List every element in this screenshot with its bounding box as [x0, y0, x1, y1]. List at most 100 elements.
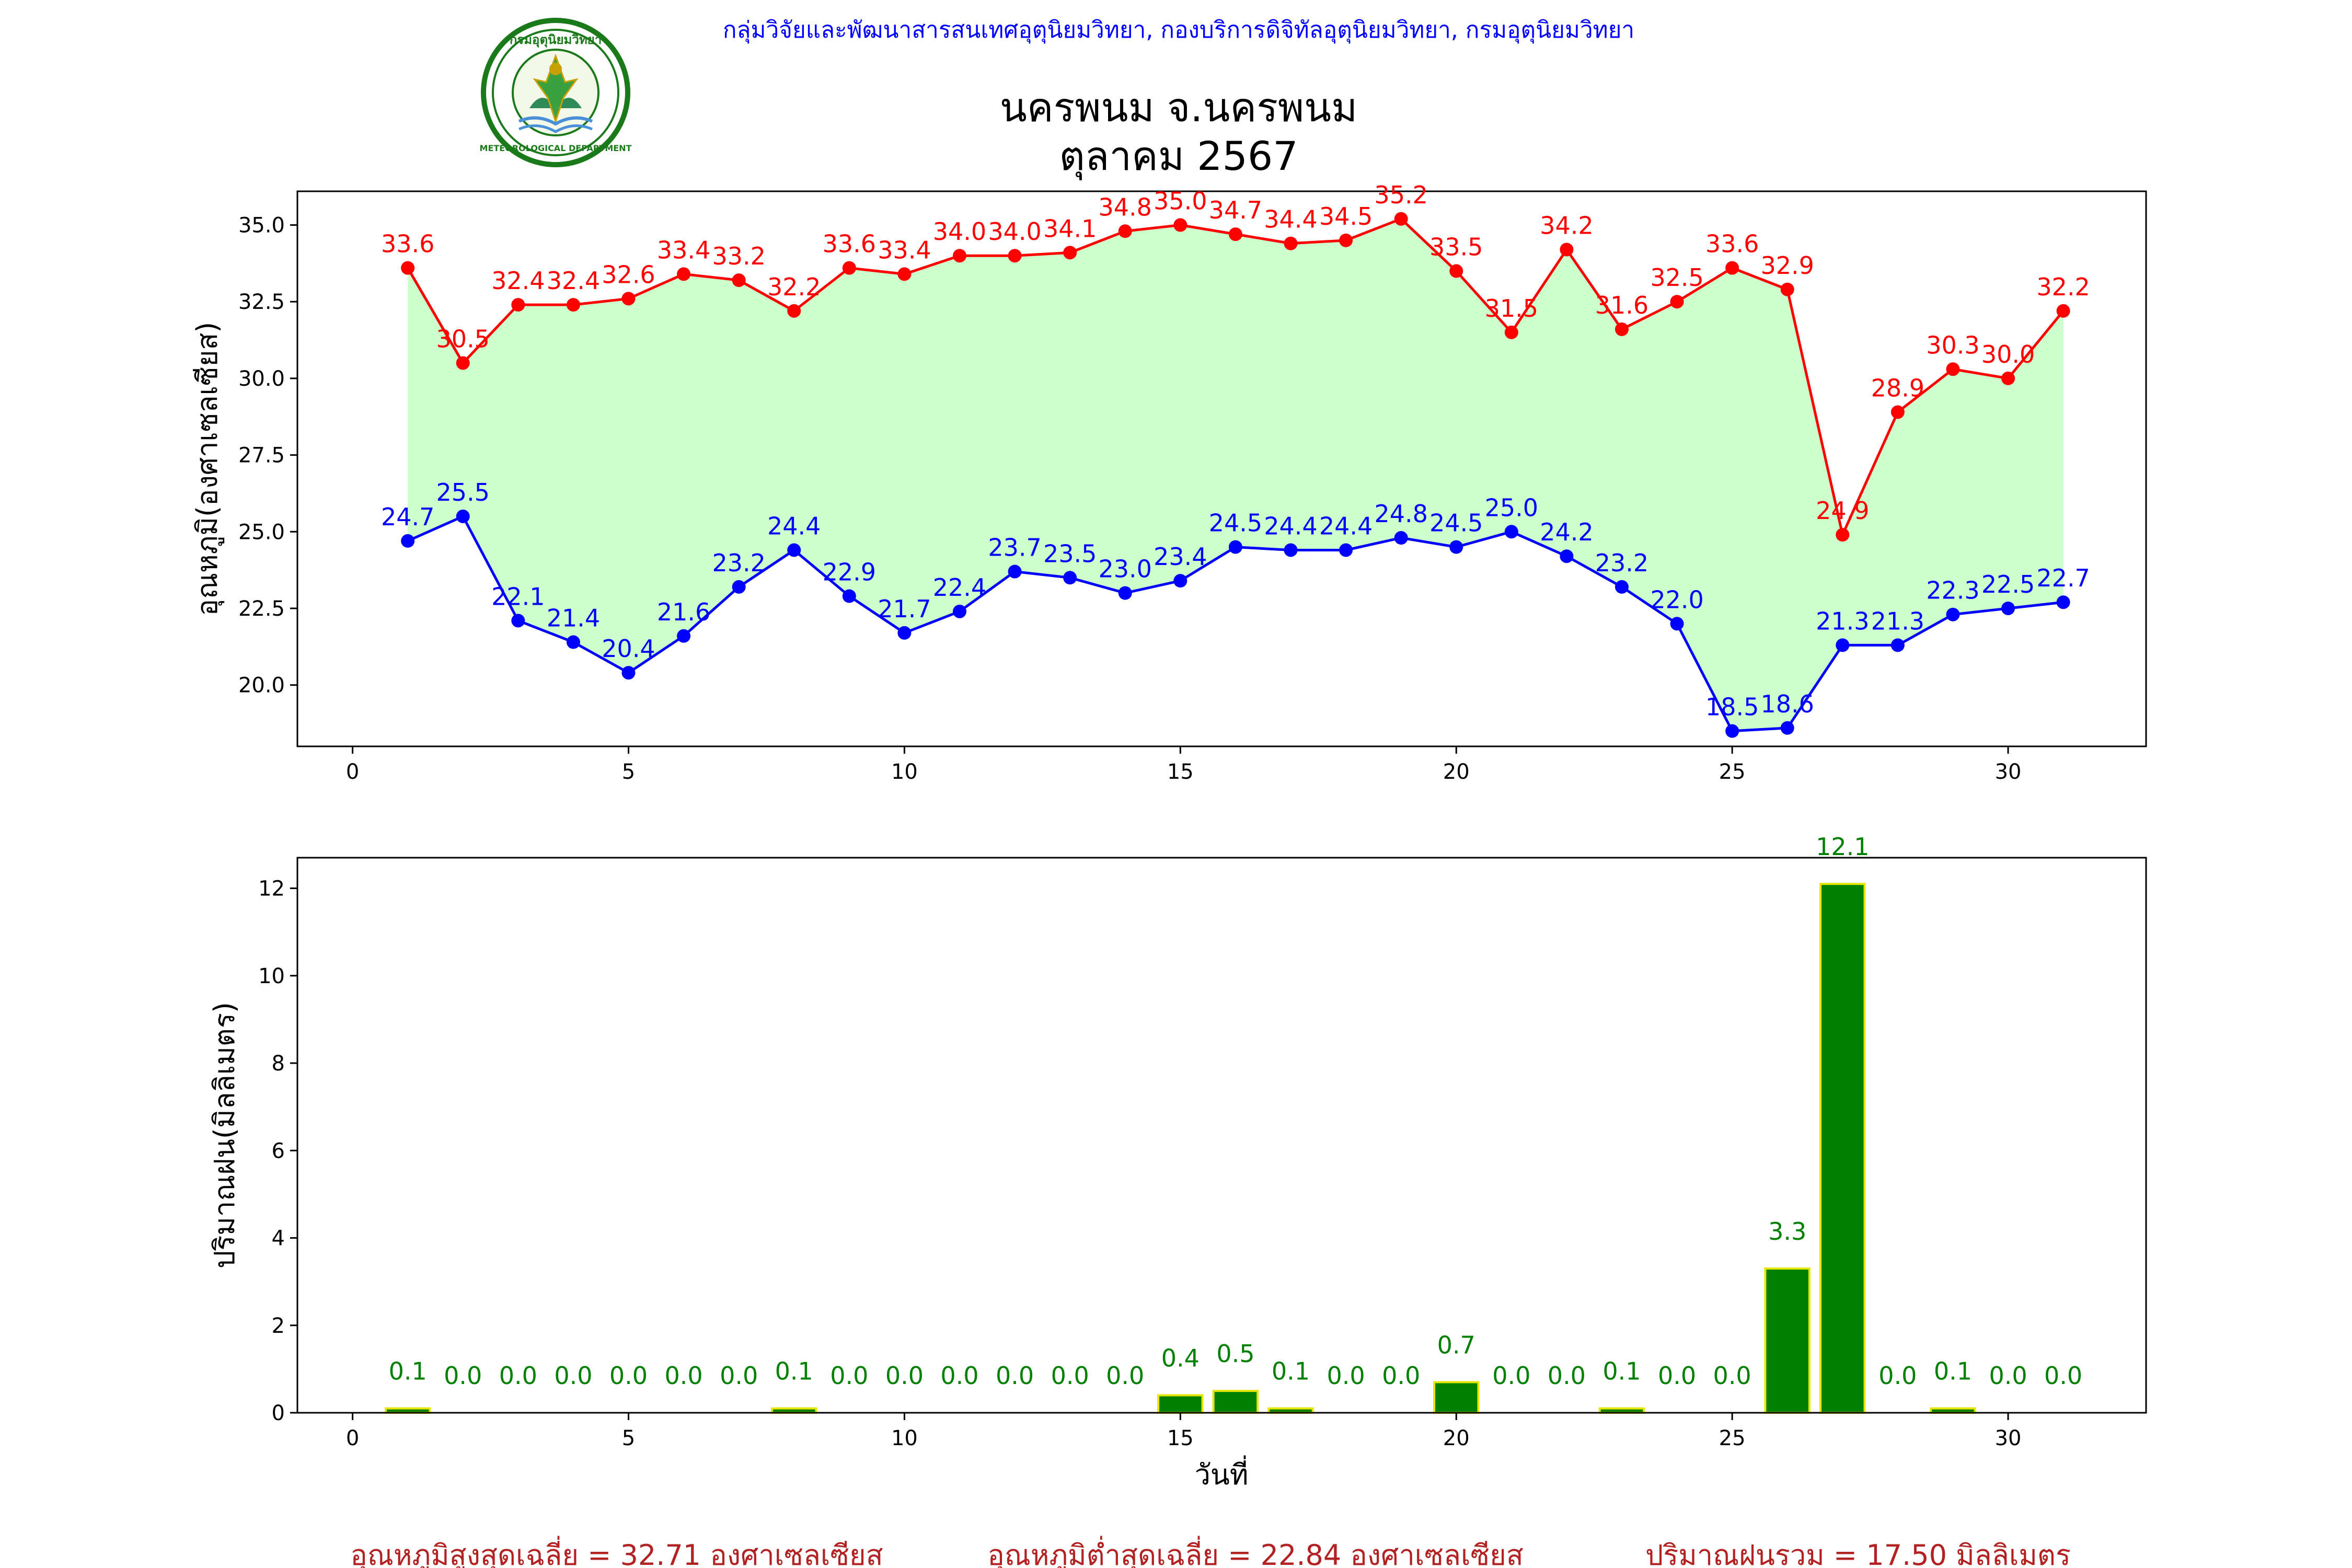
min-temperature-label: 24.7 — [381, 503, 434, 531]
min-temperature-label: 24.2 — [1540, 518, 1593, 546]
rainfall-bar — [1433, 1381, 1480, 1414]
max-temperature-label: 32.4 — [547, 267, 600, 295]
rainfall-value-label: 0.0 — [444, 1362, 482, 1390]
min-temperature-point — [787, 543, 801, 557]
max-temperature-point — [1339, 233, 1353, 247]
min-temperature-label: 24.4 — [767, 512, 821, 540]
max-temperature-label: 32.2 — [767, 273, 821, 301]
min-temperature-point — [1339, 543, 1353, 557]
rainfall-value-label: 0.0 — [1713, 1362, 1751, 1390]
min-temperature-point — [1173, 574, 1187, 588]
max-temperature-point — [1890, 405, 1905, 419]
min-temperature-label: 25.5 — [436, 478, 490, 506]
max-temperature-label: 33.4 — [657, 236, 710, 264]
summary-total-rain: ปริมาณฝนรวม = 17.50 มิลลิเมตร — [1645, 1539, 2071, 1568]
max-temperature-point — [1173, 218, 1187, 232]
min-temperature-label: 21.3 — [1871, 607, 1924, 635]
y-tick-label: 22.5 — [238, 597, 285, 621]
y-tick-label: 20.0 — [238, 674, 285, 698]
min-temperature-label: 22.5 — [1981, 570, 2035, 598]
min-temperature-label: 24.4 — [1264, 512, 1317, 540]
max-temperature-label: 33.5 — [1429, 233, 1483, 261]
min-temperature-label: 18.6 — [1761, 690, 1814, 718]
max-temperature-point — [2056, 304, 2070, 318]
max-temperature-label: 34.4 — [1264, 205, 1317, 234]
min-temperature-point — [842, 589, 856, 603]
summary-avg-max: อุณหภูมิสูงสุดเฉลี่ย = 32.71 องศาเซลเซีย… — [350, 1536, 883, 1568]
x-tick-label: 10 — [891, 1426, 918, 1450]
rainfall-value-label: 0.0 — [2044, 1362, 2082, 1390]
rainfall-value-label: 0.0 — [499, 1362, 537, 1390]
min-temperature-point — [732, 580, 746, 594]
rainfall-value-label: 0.0 — [554, 1362, 592, 1390]
rainfall-chart: 0.1 0.0 0.0 0.0 0.0 0.0 0.0 0.1 0.0 0.0 0.0 0.0 0.0 0… — [208, 833, 2147, 1491]
max-temperature-label: 34.5 — [1319, 202, 1373, 230]
rainfall-bar — [1819, 883, 1866, 1414]
max-temperature-point — [1946, 362, 1960, 376]
max-temperature-point — [1063, 246, 1077, 260]
min-temperature-point — [1836, 638, 1850, 652]
rainfall-value-label: 0.0 — [830, 1362, 868, 1390]
rainfall-value-label: 0.0 — [1106, 1362, 1144, 1390]
min-temperature-label: 23.2 — [1595, 549, 1648, 577]
max-temperature-label: 35.0 — [1154, 187, 1207, 215]
y-tick-label: 2 — [272, 1314, 285, 1338]
min-temperature-label: 25.0 — [1485, 493, 1538, 522]
rainfall-plot-frame — [296, 857, 2147, 1414]
rainfall-value-label: 0.0 — [1989, 1362, 2027, 1390]
max-temperature-label: 33.4 — [878, 236, 931, 264]
min-temperature-point — [897, 626, 912, 640]
x-tick-label: 30 — [1995, 760, 2022, 784]
max-temperature-label: 34.1 — [1043, 214, 1097, 243]
summary-avg-min: อุณหภูมิต่ำสุดเฉลี่ย = 22.84 องศาเซลเซีย… — [987, 1536, 1523, 1568]
max-temperature-point — [1008, 249, 1022, 263]
max-temperature-point — [952, 249, 966, 263]
min-temperature-point — [1008, 564, 1022, 579]
rainfall-value-label: 0.4 — [1161, 1344, 1200, 1373]
max-temperature-point — [732, 273, 746, 287]
max-temperature-point — [1394, 212, 1408, 226]
rainfall-value-label: 0.1 — [1272, 1357, 1310, 1386]
max-temperature-label: 34.0 — [933, 217, 986, 246]
y-tick-label: 25.0 — [238, 520, 285, 544]
min-temperature-label: 21.3 — [1816, 607, 1869, 635]
max-temperature-label: 30.3 — [1926, 331, 1979, 359]
max-temperature-label: 32.6 — [602, 260, 655, 289]
x-tick-label: 0 — [346, 760, 359, 784]
rainfall-value-label: 0.0 — [1548, 1362, 1586, 1390]
rainfall-value-label: 0.1 — [1602, 1357, 1641, 1386]
rainfall-y-axis-label: ปริมาณฝน(มิลลิเมตร) — [208, 1002, 241, 1269]
min-temperature-label: 24.8 — [1374, 500, 1427, 528]
max-temperature-label: 34.2 — [1540, 211, 1593, 239]
min-temperature-point — [566, 635, 580, 649]
rainfall-value-label: 12.1 — [1816, 833, 1869, 861]
max-temperature-label: 32.4 — [491, 267, 545, 295]
min-temperature-point — [1560, 549, 1574, 563]
station-title: นครพนม จ.นครพนม — [1000, 84, 1357, 131]
max-temperature-point — [1504, 325, 1518, 339]
min-temperature-label: 24.5 — [1209, 509, 1262, 537]
rainfall-value-label: 0.5 — [1216, 1340, 1254, 1368]
max-temperature-point — [566, 298, 580, 312]
rainfall-value-label: 0.7 — [1437, 1331, 1475, 1359]
rainfall-x-axis-label: วันที่ — [1195, 1455, 1249, 1491]
meteorological-department-logo: กรมอุตุนิยมวิทยา METEOROLOGICAL DEPARTME… — [480, 18, 632, 167]
rainfall-value-label: 0.1 — [1934, 1357, 1972, 1386]
rainfall-value-label: 0.0 — [885, 1362, 924, 1390]
x-tick-label: 30 — [1995, 1426, 2022, 1450]
max-temperature-label: 33.2 — [712, 242, 765, 270]
min-temperature-point — [621, 666, 636, 680]
temperature-range-fill — [408, 218, 2063, 731]
min-temperature-point — [1063, 571, 1077, 585]
y-tick-label: 27.5 — [238, 444, 285, 468]
rainfall-value-label: 0.0 — [1658, 1362, 1696, 1390]
max-temperature-point — [1836, 528, 1850, 542]
x-tick-label: 25 — [1719, 760, 1746, 784]
max-temperature-point — [897, 267, 912, 281]
max-temperature-label: 30.0 — [1981, 340, 2035, 368]
min-temperature-label: 23.7 — [988, 534, 1041, 562]
max-temperature-label: 31.6 — [1595, 291, 1648, 319]
min-temperature-label: 23.2 — [712, 549, 765, 577]
max-temperature-point — [1449, 264, 1463, 278]
